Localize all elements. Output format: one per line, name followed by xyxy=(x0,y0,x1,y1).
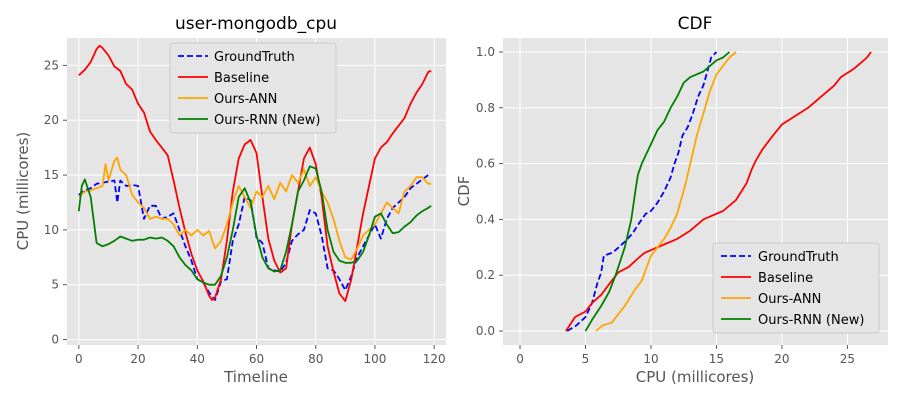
chart-title: user-mongodb_cpu xyxy=(175,14,337,34)
legend-label-baseline: Baseline xyxy=(214,71,269,86)
series-line-ours-rnn-new xyxy=(584,51,731,332)
legend-box xyxy=(712,242,880,334)
x-tick-label: 40 xyxy=(190,352,205,366)
legend-label-groundtruth: GroundTruth xyxy=(758,250,839,265)
legend: GroundTruth Baseline Ours-ANN Ours-RNN (… xyxy=(169,42,337,134)
x-tick-label: 20 xyxy=(774,352,789,366)
y-tick-label: 0.2 xyxy=(476,268,495,282)
x-tick-label: 60 xyxy=(249,352,264,366)
series-lines xyxy=(77,44,432,303)
chart-user-mongodb-cpu: 0 20 40 60 80 100 120 0 5 10 15 20 25 user-mongodb_c… xyxy=(14,14,446,386)
axis-ticks: 0 20 40 60 80 100 120 0 5 10 15 20 25 xyxy=(44,58,446,366)
x-tick-label: 80 xyxy=(308,352,323,366)
x-axis-label: Timeline xyxy=(223,368,288,386)
legend-label-ours-rnn: Ours-RNN (New) xyxy=(214,113,320,128)
grid xyxy=(503,38,888,345)
y-tick-label: 15 xyxy=(44,168,59,182)
series-line-groundtruth xyxy=(566,51,718,332)
legend: GroundTruth Baseline Ours-ANN Ours-RNN (… xyxy=(712,242,880,334)
y-tick-label: 5 xyxy=(51,278,59,292)
x-tick-label: 100 xyxy=(363,352,386,366)
x-tick-label: 0 xyxy=(516,352,524,366)
x-tick-label: 25 xyxy=(840,352,855,366)
x-tick-label: 120 xyxy=(423,352,446,366)
y-tick-label: 0.0 xyxy=(476,324,495,338)
y-tick-label: 25 xyxy=(44,58,59,72)
x-tick-label: 5 xyxy=(582,352,590,366)
x-tick-label: 20 xyxy=(130,352,145,366)
legend-label-groundtruth: GroundTruth xyxy=(214,50,295,65)
axis-ticks: 0 5 10 15 20 25 0.0 0.2 0.4 0.6 0.8 1.0 xyxy=(476,45,855,366)
y-tick-label: 10 xyxy=(44,223,59,237)
series-line-ours-ann xyxy=(595,51,737,332)
series-line-ours-ann xyxy=(78,156,432,261)
chart-title: CDF xyxy=(678,14,713,34)
series-line-baseline xyxy=(78,44,432,303)
y-axis-label: CPU (millicores) xyxy=(14,132,32,251)
legend-label-ours-ann: Ours-ANN xyxy=(758,292,821,307)
y-tick-label: 1.0 xyxy=(476,45,495,59)
legend-label-ours-ann: Ours-ANN xyxy=(214,92,277,107)
y-axis-label: CDF xyxy=(455,176,473,207)
y-tick-label: 0.6 xyxy=(476,157,495,171)
legend-box xyxy=(169,42,337,134)
x-tick-label: 10 xyxy=(643,352,658,366)
y-tick-label: 0 xyxy=(51,333,59,347)
series-line-baseline xyxy=(565,51,872,332)
x-tick-label: 0 xyxy=(75,352,83,366)
legend-label-ours-rnn: Ours-RNN (New) xyxy=(758,313,864,328)
y-tick-label: 20 xyxy=(44,113,59,127)
series-lines xyxy=(565,51,872,332)
chart-cdf: 0 5 10 15 20 25 0.0 0.2 0.4 0.6 0.8 1.0 CDF CPU (mi… xyxy=(455,14,888,386)
y-tick-label: 0.4 xyxy=(476,212,495,226)
y-tick-label: 0.8 xyxy=(476,101,495,115)
x-tick-label: 15 xyxy=(709,352,724,366)
series-line-ours-rnn-new xyxy=(77,165,432,286)
x-axis-label: CPU (millicores) xyxy=(636,368,755,386)
legend-label-baseline: Baseline xyxy=(758,271,813,286)
